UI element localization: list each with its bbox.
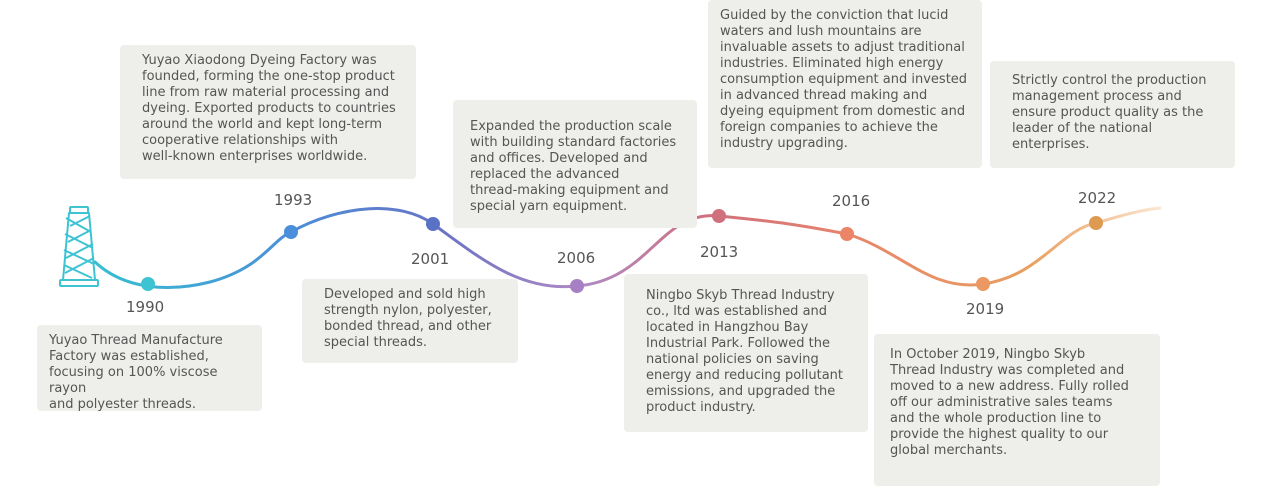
thread-spool-icon <box>59 206 99 287</box>
timeline-dot-2013 <box>712 209 726 223</box>
milestone-card-2013: Ningbo Skyb Thread Industry co., ltd was… <box>624 274 868 432</box>
milestone-card-1990: Yuyao Thread Manufacture Factory was est… <box>37 325 262 412</box>
year-label-1990: 1990 <box>126 298 165 316</box>
timeline-dot-2022 <box>1089 216 1103 230</box>
milestone-card-2019: In October 2019, Ningbo Skyb Thread Indu… <box>874 334 1160 486</box>
year-label-2022: 2022 <box>1078 189 1117 207</box>
milestone-card-1993: Yuyao Xiaodong Dyeing Factory was founde… <box>120 45 416 179</box>
year-label-2006: 2006 <box>557 249 596 267</box>
milestone-text-2019: In October 2019, Ningbo Skyb Thread Indu… <box>890 347 1129 458</box>
milestone-text-1990: Yuyao Thread Manufacture Factory was est… <box>49 333 223 412</box>
year-label-2001: 2001 <box>411 250 450 268</box>
timeline-dot-2001 <box>426 217 440 231</box>
year-label-1993: 1993 <box>274 191 313 209</box>
milestone-card-2022: Strictly control the production manageme… <box>990 61 1235 168</box>
timeline-wave <box>93 206 1162 289</box>
milestone-text-2016: Guided by the conviction that lucid wate… <box>720 8 968 151</box>
timeline-dot-1990 <box>141 277 155 291</box>
milestone-text-2006: Expanded the production scale with build… <box>470 119 677 214</box>
year-label-2016: 2016 <box>832 192 871 210</box>
timeline-dot-2019 <box>976 277 990 291</box>
milestone-card-2006: Expanded the production scale with build… <box>453 100 697 228</box>
year-label-2019: 2019 <box>966 300 1005 318</box>
milestone-text-2013: Ningbo Skyb Thread Industry co., ltd was… <box>646 288 844 415</box>
timeline-dot-2006 <box>570 279 584 293</box>
milestone-card-2001: Developed and sold high strength nylon, … <box>302 279 518 363</box>
timeline-dot-1993 <box>284 225 298 239</box>
milestone-text-2001: Developed and sold high strength nylon, … <box>324 287 492 350</box>
milestone-text-2022: Strictly control the production manageme… <box>1012 73 1207 152</box>
timeline-dot-2016 <box>840 227 854 241</box>
year-label-2013: 2013 <box>700 243 739 261</box>
milestone-text-1993: Yuyao Xiaodong Dyeing Factory was founde… <box>142 53 396 164</box>
milestone-card-2016: Guided by the conviction that lucid wate… <box>708 0 982 168</box>
